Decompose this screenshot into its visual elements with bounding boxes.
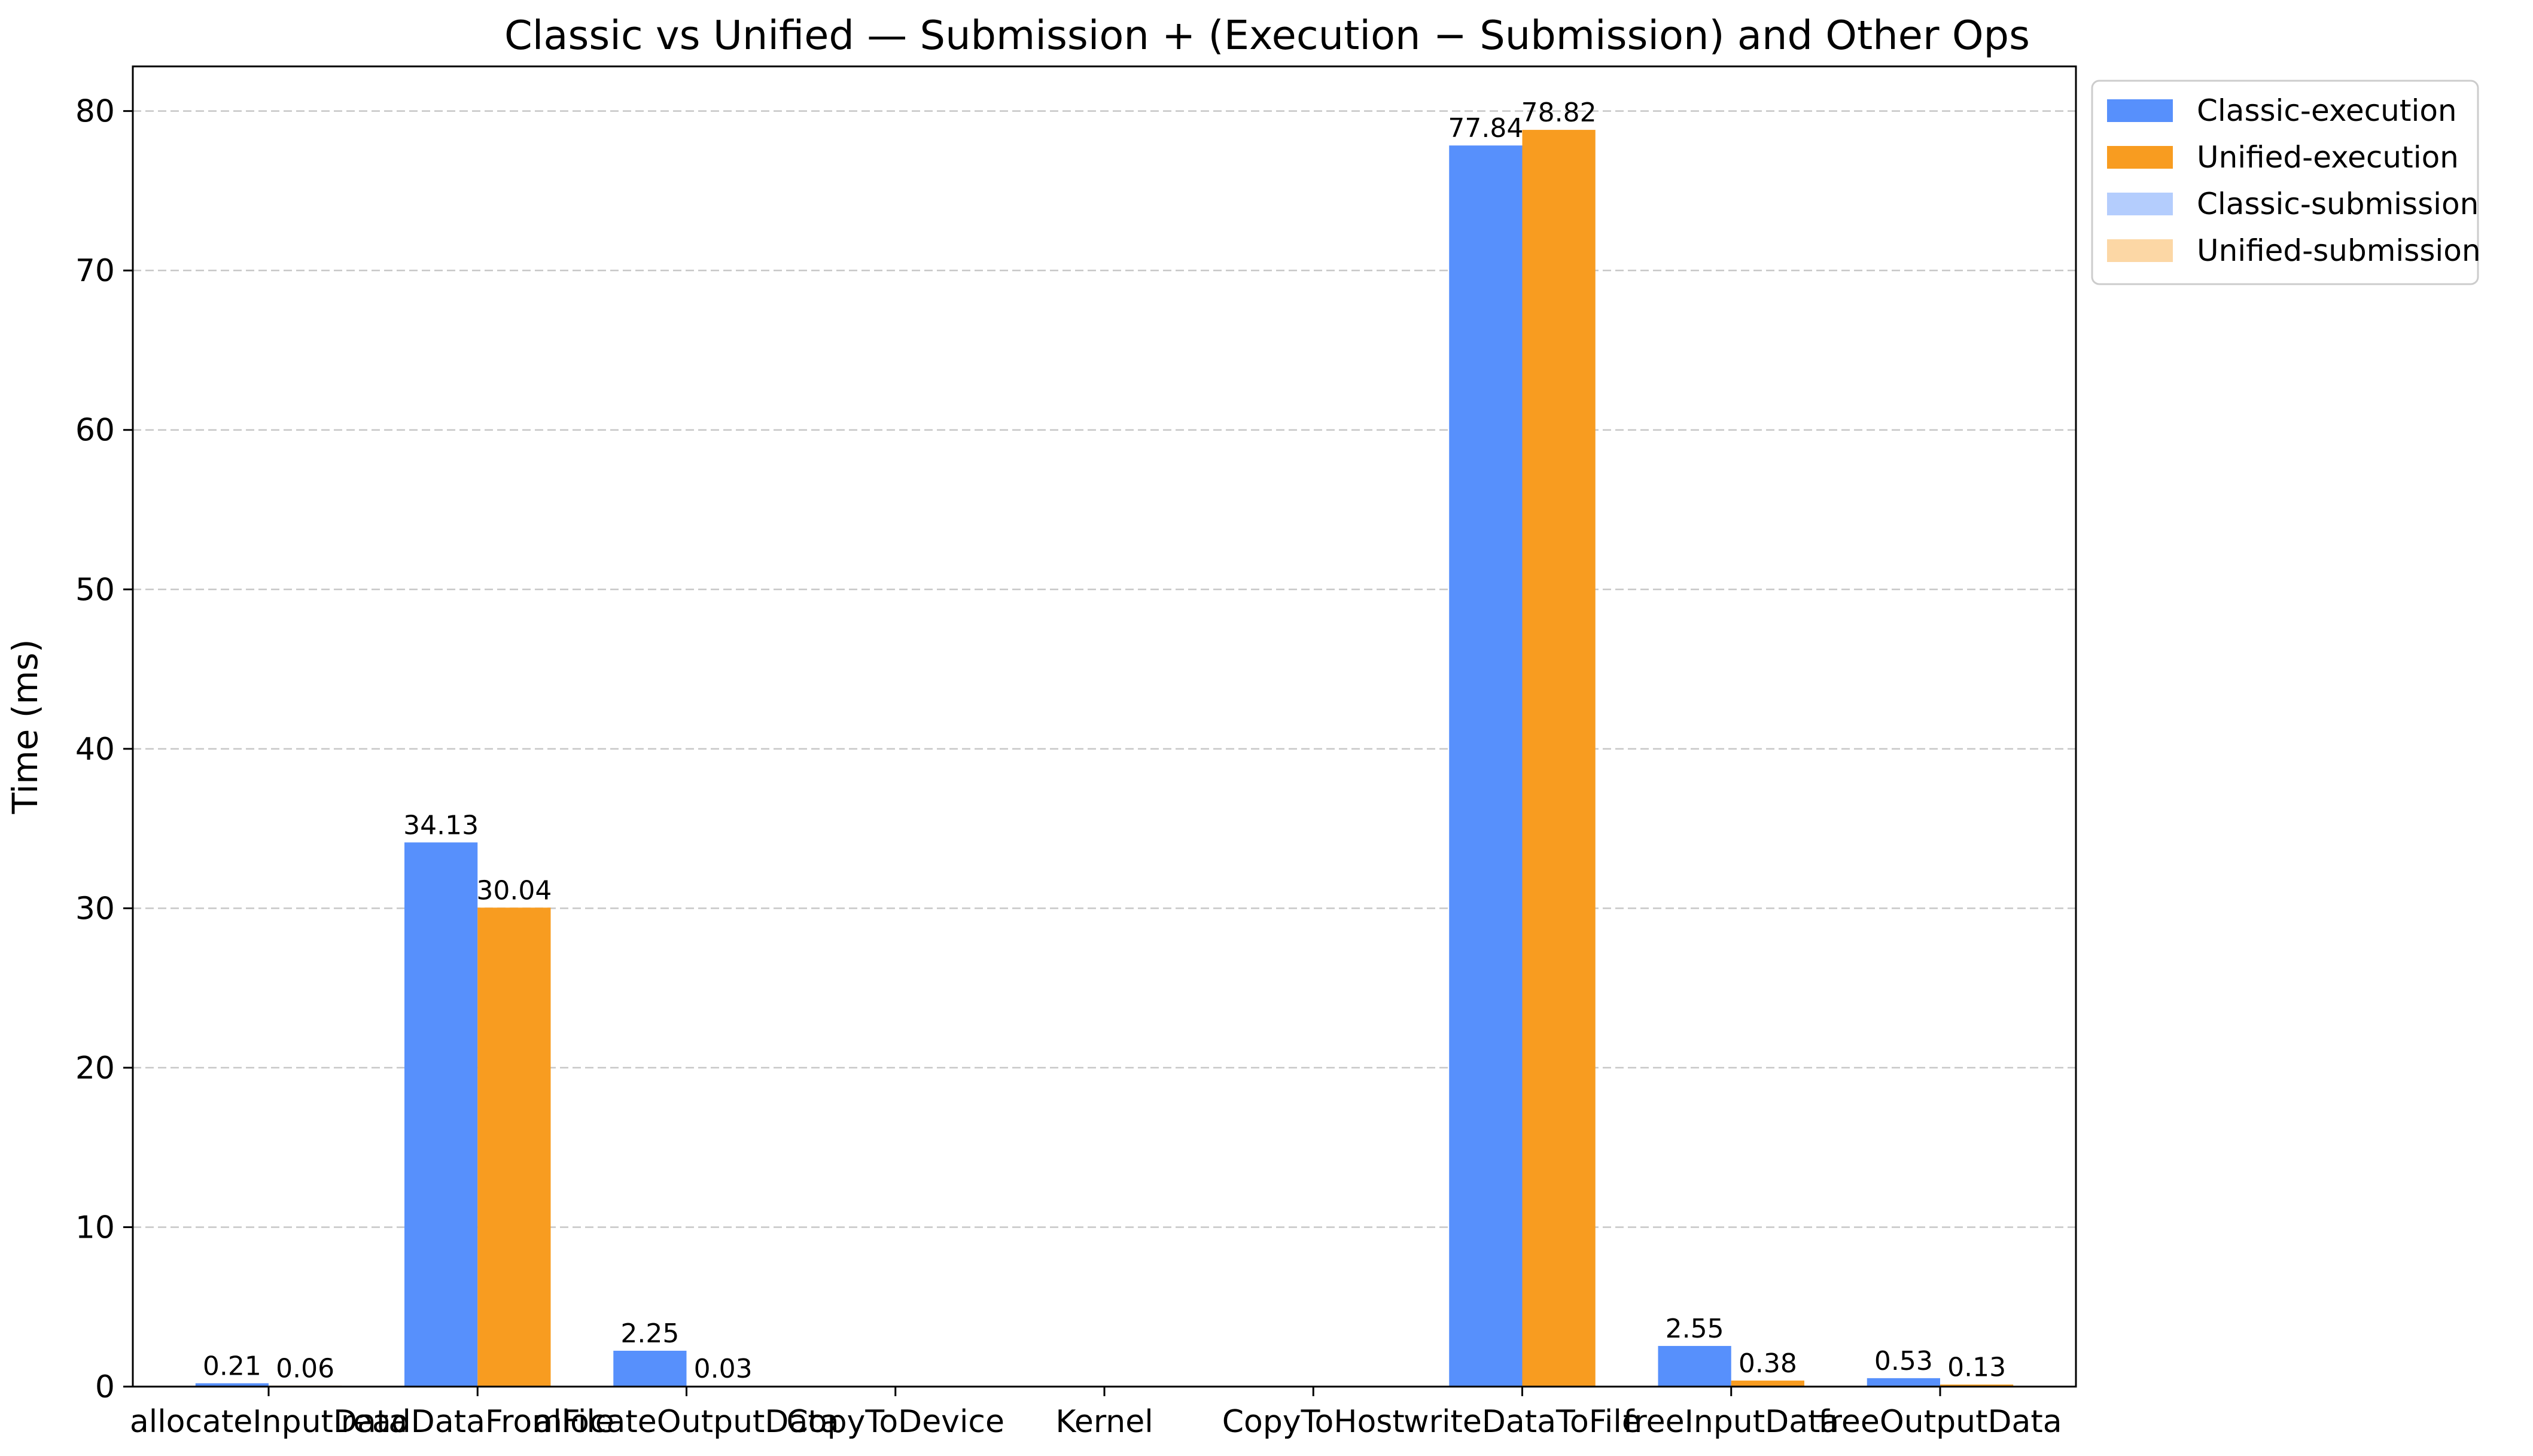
legend-box xyxy=(2091,80,2479,285)
x-tick-label: allocateInputData xyxy=(130,1404,407,1440)
data-label: 0.53 xyxy=(1874,1346,1933,1376)
data-label: 78.82 xyxy=(1521,98,1597,128)
data-label: 0.13 xyxy=(1947,1353,2006,1383)
x-tick-label: readDataFromFile xyxy=(341,1404,614,1440)
data-label: 30.04 xyxy=(476,875,552,906)
y-tick-label: 60 xyxy=(75,413,115,449)
legend-label: Unified-execution xyxy=(2197,140,2459,175)
chart-title: Classic vs Unified — Submission + (Execu… xyxy=(504,12,2030,59)
legend-swatch xyxy=(2107,99,2173,122)
data-label: 2.55 xyxy=(1666,1314,1724,1344)
y-tick-label: 10 xyxy=(75,1210,115,1245)
legend-label: Classic-submission xyxy=(2197,187,2479,221)
data-label: 0.06 xyxy=(276,1353,334,1384)
bars xyxy=(195,130,2014,1387)
legend: Classic-execution Unified-execution Classi… xyxy=(2091,80,2481,285)
y-tick-label: 20 xyxy=(75,1050,115,1086)
x-tick-label: writeDataToFile xyxy=(1403,1404,1641,1440)
data-label: 0.38 xyxy=(1739,1348,1797,1379)
data-label: 2.25 xyxy=(620,1318,679,1349)
x-tick-label: allocateOutputData xyxy=(534,1404,839,1440)
legend-label: Classic-execution xyxy=(2197,93,2457,128)
x-tick-label: freeOutputData xyxy=(1818,1404,2062,1440)
x-axis-ticks: allocateInputDatareadDataFromFileallocat… xyxy=(130,1387,2062,1440)
y-axis-ticks: 0 10 20 30 40 50 60 70 80 xyxy=(75,94,133,1405)
bar-classic-execution-writeDataToFile xyxy=(1449,145,1523,1387)
legend-label: Unified-submission xyxy=(2197,233,2481,268)
bar-unified-execution-freeInputData xyxy=(1731,1380,1804,1387)
bar-classic-execution-allocateInputData xyxy=(195,1383,269,1387)
legend-swatch xyxy=(2107,146,2173,169)
legend-swatch xyxy=(2107,193,2173,215)
data-label: 34.13 xyxy=(403,810,479,840)
y-tick-label: 70 xyxy=(75,253,115,289)
data-label: 0.21 xyxy=(203,1351,261,1381)
data-label: 0.03 xyxy=(694,1354,753,1384)
x-tick-label: Kernel xyxy=(1055,1404,1153,1440)
bar-unified-execution-writeDataToFile xyxy=(1522,130,1596,1387)
y-tick-label: 80 xyxy=(75,94,115,130)
data-labels: 0.21 34.13 2.25 77.84 2.55 0.53 0.06 30.04 0.03 7… xyxy=(203,98,2006,1384)
x-tick-label: CopyToHost xyxy=(1222,1404,1405,1440)
bar-classic-execution-freeOutputData xyxy=(1867,1378,1940,1387)
bar-classic-execution-freeInputData xyxy=(1658,1346,1731,1387)
bar-unified-execution-readDataFromFile xyxy=(477,907,551,1387)
y-tick-label: 30 xyxy=(75,891,115,927)
x-tick-label: freeInputData xyxy=(1623,1404,1839,1440)
y-axis-label: Time (ms) xyxy=(5,639,45,814)
bar-classic-execution-readDataFromFile xyxy=(404,842,478,1387)
legend-swatch xyxy=(2107,239,2173,262)
x-tick-label: CopyToDevice xyxy=(787,1404,1004,1440)
y-tick-label: 50 xyxy=(75,572,115,608)
bar-unified-execution-freeOutputData xyxy=(1940,1384,2014,1387)
bar-classic-execution-allocateOutputData xyxy=(613,1351,687,1387)
data-label: 77.84 xyxy=(1448,113,1523,144)
y-tick-label: 0 xyxy=(95,1369,115,1405)
y-tick-label: 40 xyxy=(75,732,115,767)
